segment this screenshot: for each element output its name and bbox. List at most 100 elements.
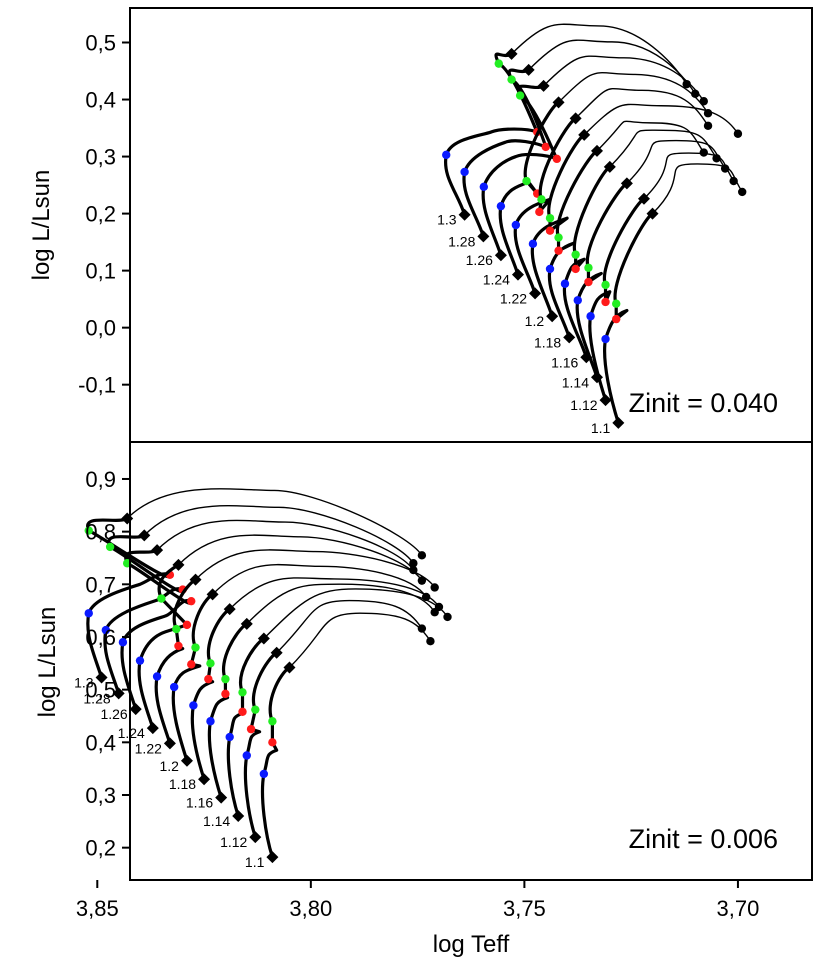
y-tick-label: 0,0 [85,316,116,341]
track-main-sequence-line [575,181,629,379]
track-subgiant-line [528,39,696,95]
x-tick-label: 3,75 [503,896,546,921]
x-tick-label: 3,85 [76,896,119,921]
blue-dot-marker [511,220,521,230]
mass-label: 1.14 [203,813,230,829]
track-main-sequence-line [513,116,578,296]
track-1-24: 1.24 [118,534,427,741]
panel-top-y-axis: -0,1 0,0 0,1 0,2 0,3 0,4 0,5 [78,31,130,398]
tams-diamond-marker [537,79,550,92]
track-1-3: 1.3 [74,488,427,691]
tams-diamond-marker [189,573,202,586]
y-tick-label: 0,8 [85,520,116,545]
green-dot-marker [601,280,610,290]
track-subgiant-line [143,504,414,564]
green-dot-marker [172,624,181,634]
track-subgiant-line [195,549,436,588]
tams-diamond-marker [646,207,659,220]
red-dot-marker [174,641,183,651]
zams-diamond-marker [215,791,228,804]
mass-label: 1.24 [483,272,510,288]
tams-diamond-marker [578,128,591,141]
track-main-sequence-line [190,607,232,781]
red-dot-marker [187,596,196,606]
tams-diamond-marker [138,529,151,542]
track-1-22: 1.22 [135,549,439,756]
red-dot-marker [246,724,256,734]
green-dot-marker [105,542,115,552]
track-1-14: 1.14 [562,139,730,390]
blue-dot-marker [479,182,489,191]
track-subgiant-line [543,55,705,102]
track-subgiant-line [596,120,705,153]
y-tick-label: 0,7 [85,572,116,597]
mass-label: 1.3 [437,212,457,228]
blue-dot-marker [101,625,111,635]
tams-diamond-marker [522,63,535,76]
panel-bottom-annotation: Zinit = 0.006 [629,824,778,854]
green-dot-marker [554,233,563,242]
red-dot-marker [612,314,621,324]
tams-diamond-marker [283,661,296,674]
panel-bottom-y-axis: 0,2 0,3 0,4 0,5 0,6 0,7 0,8 0,9 [85,467,130,861]
zams-diamond-marker [494,249,507,262]
track-end-dot-marker [426,636,435,646]
tams-diamond-marker [206,588,219,601]
blue-dot-marker [545,264,555,274]
green-dot-marker [515,91,525,100]
blue-dot-marker [152,672,162,681]
x-axis: 3,85 3,80 3,75 3,70 [76,880,759,921]
blue-dot-marker [225,732,234,742]
track-end-dot-marker [699,148,708,157]
zams-diamond-marker [232,810,245,823]
blue-dot-marker [189,701,198,710]
track-main-sequence-line [547,149,599,339]
green-dot-marker [268,717,277,726]
green-dot-marker [494,59,503,68]
mass-label: 1.3 [74,675,94,691]
track-end-dot-marker [430,608,439,617]
blue-dot-marker [242,751,251,760]
track-end-dot-marker [738,187,747,197]
y-tick-label: -0,1 [78,373,116,398]
red-dot-marker [268,738,277,747]
track-end-dot-marker [417,624,427,633]
panel-top-tracks: 1.3 1.28 1.26 1.24 1.22 1.2 1.18 1.16 1.14 1.12 1.… [437,23,747,436]
track-subgiant-line [276,599,423,654]
red-dot-marker [182,620,192,630]
mass-label: 1.16 [551,354,578,370]
green-dot-marker [507,75,516,84]
track-1-18: 1.18 [534,120,708,350]
y-tick-label: 0,3 [85,145,116,170]
zams-diamond-marker [563,331,576,344]
track-1-12: 1.12 [220,599,427,850]
track-1-28: 1.28 [83,504,418,706]
tams-diamond-marker [270,646,283,659]
red-dot-marker [204,674,213,684]
red-dot-marker [545,226,555,235]
mass-label: 1.12 [220,834,247,850]
blue-dot-marker [573,296,582,305]
panel-top-annotation: Zinit = 0.040 [629,388,778,418]
green-dot-marker [238,688,247,697]
zams-diamond-marker [198,773,211,786]
y-tick-label: 0,2 [85,836,116,861]
blue-dot-marker [442,150,451,160]
track-main-sequence-line [137,563,189,730]
red-dot-marker [552,154,562,164]
green-dot-marker [522,176,531,186]
mass-label: 1.26 [466,252,493,268]
track-subgiant-line [288,612,432,669]
mass-label: 1.12 [570,397,597,413]
blue-dot-marker [84,609,93,618]
track-subgiant-line [652,163,743,215]
track-subgiant-line [511,23,688,85]
track-main-sequence-line [207,622,249,800]
blue-dot-marker [169,682,179,692]
mass-label: 1.2 [525,313,545,329]
track-subgiant-line [229,577,440,610]
y-tick-label: 0,1 [85,259,116,284]
mass-label: 1.1 [591,420,611,436]
zams-diamond-marker [511,268,524,281]
